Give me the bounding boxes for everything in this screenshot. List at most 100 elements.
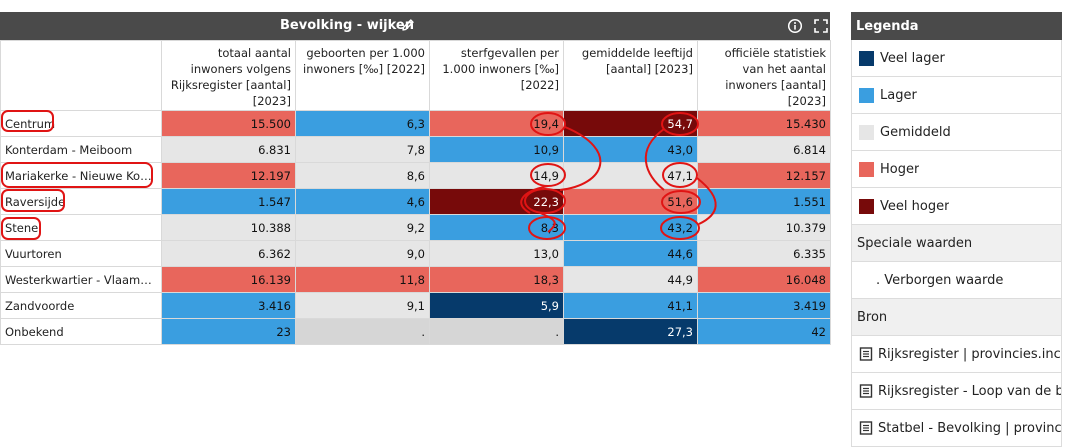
table-cell: 11,8 (295, 266, 430, 293)
table-header-row: totaal aantal inwoners volgens Rijksregi… (0, 40, 831, 111)
table-cell: 9,0 (295, 240, 430, 267)
table-cell: 1.551 (697, 188, 831, 215)
row-label[interactable]: Zandvoorde (0, 292, 162, 319)
table-cell: 47,1 (563, 162, 698, 189)
fullscreen-icon[interactable] (813, 18, 829, 34)
source-label: Rijksregister - Loop van de bevolking (878, 383, 1061, 399)
special-value-label: . Verborgen waarde (876, 272, 1004, 288)
table-cell: 15.430 (697, 110, 831, 137)
corner-cell (0, 40, 162, 111)
row-label[interactable]: Mariakerke - Nieuwe Koers (0, 162, 162, 189)
table-cell: 27,3 (563, 318, 698, 345)
table-cell: 13,0 (429, 240, 564, 267)
table-row: Vuurtoren 6.362 9,0 13,0 44,6 6.335 (0, 240, 831, 267)
table-panel: Bevolking - wijken totaal aantal inwoner… (0, 12, 831, 345)
table-cell: 10.379 (697, 214, 831, 241)
table-cell: 44,6 (563, 240, 698, 267)
legend-item: Gemiddeld (851, 114, 1062, 151)
source-heading: Bron (851, 299, 1062, 336)
row-label[interactable]: Stene (0, 214, 162, 241)
table-cell: 18,3 (429, 266, 564, 293)
table-cell: 14,9 (429, 162, 564, 189)
legend-item: Hoger (851, 151, 1062, 188)
legend-label: Hoger (880, 161, 920, 177)
table-row: Centrum 15.500 6,3 19,4 54,7 15.430 (0, 110, 831, 137)
table-cell: 1.547 (161, 188, 296, 215)
table-row: Zandvoorde 3.416 9,1 5,9 41,1 3.419 (0, 292, 831, 319)
table-cell: 19,4 (429, 110, 564, 137)
table-cell: 42 (697, 318, 831, 345)
table-row: Stene 10.388 9,2 8,3 43,2 10.379 (0, 214, 831, 241)
column-header[interactable]: officiële statistiek van het aantal inwo… (697, 40, 831, 111)
table-cell: 5,9 (429, 292, 564, 319)
panel-title: Bevolking - wijken (280, 18, 414, 33)
table-cell: 12.197 (161, 162, 296, 189)
row-label[interactable]: Raversijde (0, 188, 162, 215)
special-value-item: . Verborgen waarde (851, 262, 1062, 299)
column-header[interactable]: gemiddelde leeftijd [aantal] [2023] (563, 40, 698, 111)
table-cell: 16.048 (697, 266, 831, 293)
legend-label: Veel hoger (880, 198, 950, 214)
special-values-heading: Speciale waarden (851, 225, 1062, 262)
legend-swatch (859, 87, 874, 103)
table-cell: 3.416 (161, 292, 296, 319)
table-cell: 6.831 (161, 136, 296, 163)
legend-title: Legenda (851, 12, 1062, 40)
table-cell: . (429, 318, 564, 345)
table-cell: . (295, 318, 430, 345)
row-label[interactable]: Vuurtoren (0, 240, 162, 267)
data-table: totaal aantal inwoners volgens Rijksregi… (0, 40, 831, 345)
column-header[interactable]: totaal aantal inwoners volgens Rijksregi… (161, 40, 296, 111)
legend-item: Lager (851, 77, 1062, 114)
table-row: Mariakerke - Nieuwe Koers 12.197 8,6 14,9 47… (0, 162, 831, 189)
info-icon[interactable] (787, 18, 803, 34)
pencil-icon[interactable] (400, 17, 416, 33)
document-icon (859, 421, 873, 435)
table-cell: 54,7 (563, 110, 698, 137)
legend-label: Gemiddeld (880, 124, 951, 140)
legend-panel: Legenda Veel lager Lager Gemiddeld Hoger Vee… (851, 12, 1062, 447)
table-cell: 22,3 (429, 188, 564, 215)
source-label: Statbel - Bevolking | provincies.incijfe… (878, 420, 1061, 436)
table-row: Westerkwartier - Vlaams Pl... 16.139 11,8 1… (0, 266, 831, 293)
legend-label: Veel lager (880, 50, 945, 66)
legend-swatch (859, 198, 874, 214)
table-cell: 12.157 (697, 162, 831, 189)
row-label[interactable]: Centrum (0, 110, 162, 137)
table-cell: 51,6 (563, 188, 698, 215)
row-label[interactable]: Westerkwartier - Vlaams Pl... (0, 266, 162, 293)
source-link[interactable]: Rijksregister - Loop van de bevolking (851, 373, 1062, 410)
row-label[interactable]: Konterdam - Meiboom (0, 136, 162, 163)
row-label[interactable]: Onbekend (0, 318, 162, 345)
column-header[interactable]: geboorten per 1.000 inwoners [‰] [2022] (295, 40, 430, 111)
table-cell: 41,1 (563, 292, 698, 319)
table-cell: 43,0 (563, 136, 698, 163)
column-header[interactable]: sterfgevallen per 1.000 inwoners [‰] [20… (429, 40, 564, 111)
table-cell: 15.500 (161, 110, 296, 137)
table-row: Onbekend 23.. 27,3 42 (0, 318, 831, 345)
table-row: Raversijde 1.547 4,6 22,3 51,6 1.551 (0, 188, 831, 215)
table-cell: 6.335 (697, 240, 831, 267)
legend-item: Veel hoger (851, 188, 1062, 225)
panel-header: Bevolking - wijken (0, 12, 830, 40)
table-cell: 44,9 (563, 266, 698, 293)
table-cell: 4,6 (295, 188, 430, 215)
legend-label: Lager (880, 87, 917, 103)
legend-swatch (859, 161, 874, 177)
table-cell: 7,8 (295, 136, 430, 163)
table-cell: 16.139 (161, 266, 296, 293)
source-link[interactable]: Statbel - Bevolking | provincies.incijfe… (851, 410, 1062, 447)
table-cell: 23 (161, 318, 296, 345)
legend-item: Veel lager (851, 40, 1062, 77)
table-row: Konterdam - Meiboom 6.831 7,8 10,9 43,0 6.814 (0, 136, 831, 163)
table-cell: 10,9 (429, 136, 564, 163)
table-cell: 10.388 (161, 214, 296, 241)
document-icon (859, 384, 873, 398)
table-cell: 8,6 (295, 162, 430, 189)
table-cell: 43,2 (563, 214, 698, 241)
legend-swatch (859, 50, 874, 66)
table-cell: 6.362 (161, 240, 296, 267)
source-label: Rijksregister | provincies.incijfers.be (878, 346, 1061, 362)
table-cell: 6,3 (295, 110, 430, 137)
source-link[interactable]: Rijksregister | provincies.incijfers.be (851, 336, 1062, 373)
